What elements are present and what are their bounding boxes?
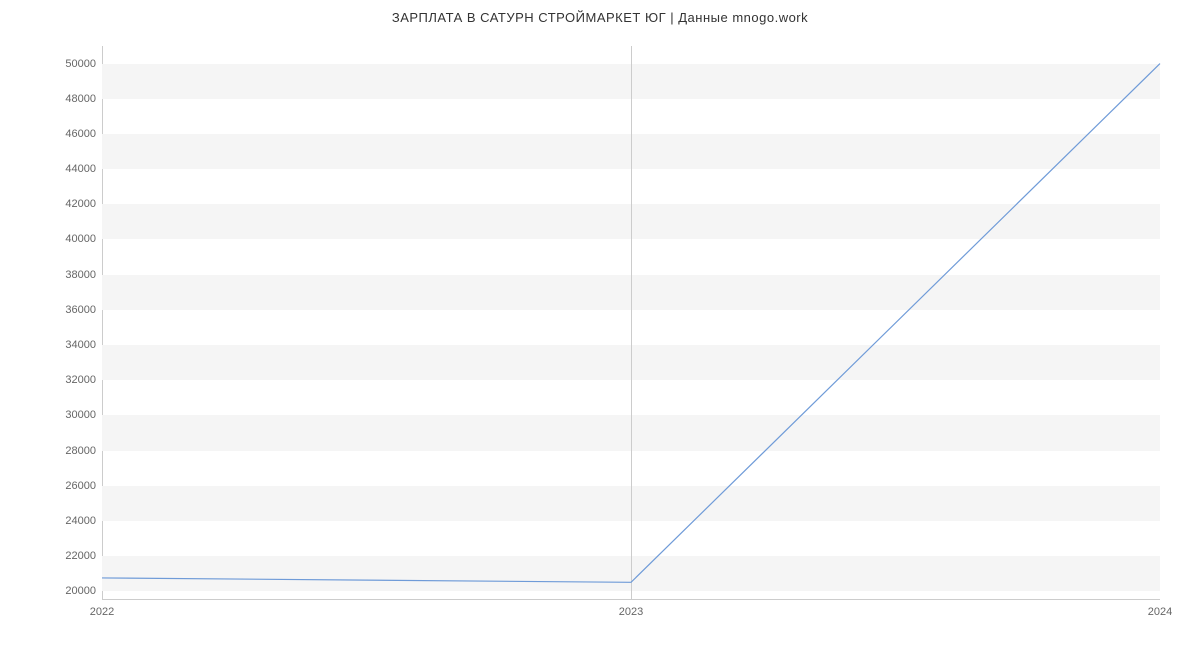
y-tick-label: 34000 (65, 339, 96, 351)
y-tick-label: 30000 (65, 409, 96, 421)
y-tick-label: 20000 (65, 585, 96, 597)
plot-area (102, 46, 1160, 600)
y-tick-label: 46000 (65, 128, 96, 140)
y-tick-label: 26000 (65, 480, 96, 492)
y-tick-label: 36000 (65, 304, 96, 316)
y-tick-label: 28000 (65, 445, 96, 457)
y-tick-label: 42000 (65, 198, 96, 210)
series-layer (102, 46, 1160, 599)
series-line-salary (102, 64, 1160, 583)
y-tick-label: 48000 (65, 93, 96, 105)
x-tick-label: 2023 (619, 606, 643, 618)
chart-title: ЗАРПЛАТА В САТУРН СТРОЙМАРКЕТ ЮГ | Данны… (0, 0, 1200, 25)
y-tick-label: 22000 (65, 550, 96, 562)
y-tick-label: 40000 (65, 233, 96, 245)
y-tick-label: 38000 (65, 269, 96, 281)
x-tick-label: 2024 (1148, 606, 1172, 618)
x-tick-label: 2022 (90, 606, 114, 618)
y-tick-label: 50000 (65, 58, 96, 70)
y-tick-label: 24000 (65, 515, 96, 527)
salary-chart: ЗАРПЛАТА В САТУРН СТРОЙМАРКЕТ ЮГ | Данны… (0, 0, 1200, 650)
y-tick-label: 44000 (65, 163, 96, 175)
y-tick-label: 32000 (65, 374, 96, 386)
